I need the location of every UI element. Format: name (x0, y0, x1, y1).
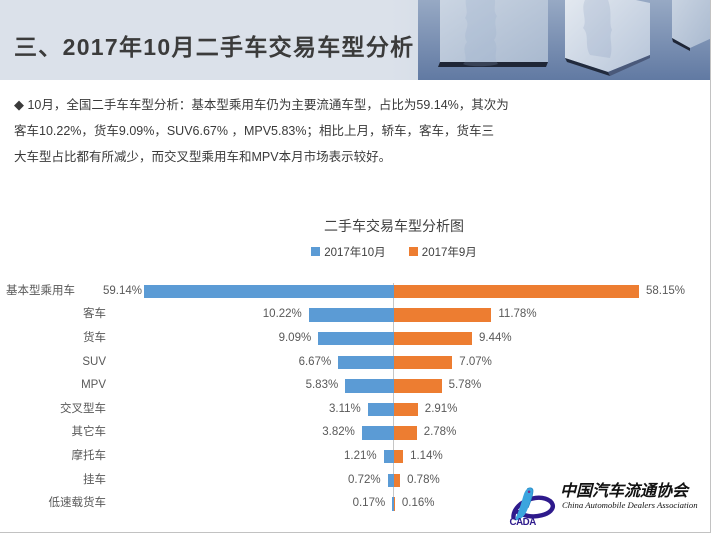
svg-text:CADA: CADA (510, 517, 537, 526)
